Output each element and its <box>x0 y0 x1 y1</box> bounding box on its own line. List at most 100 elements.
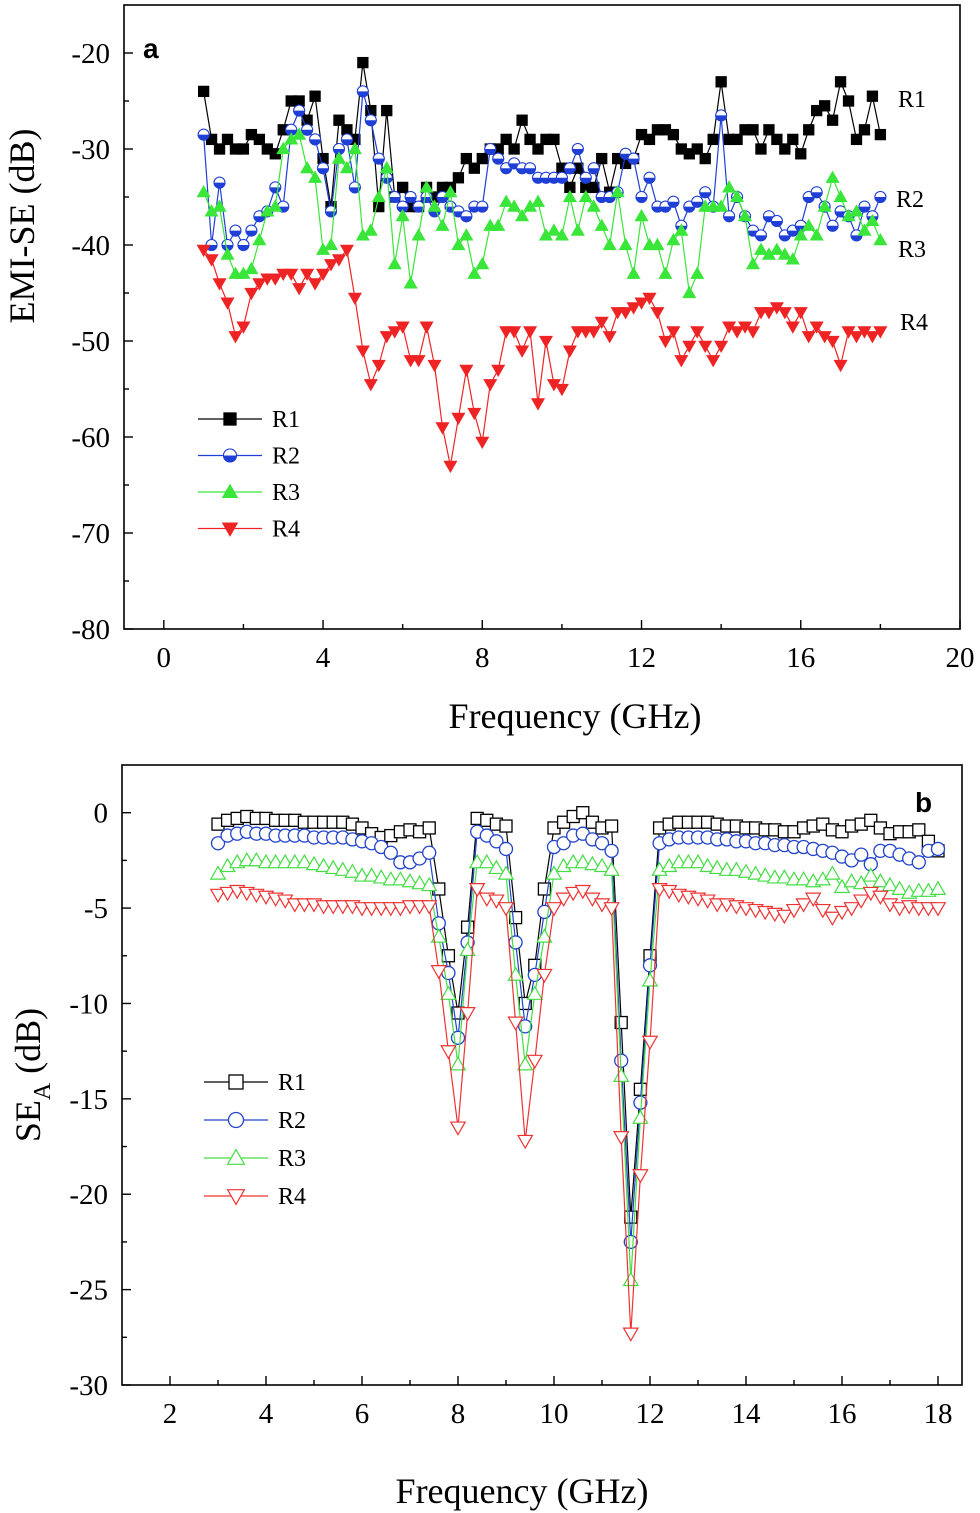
data-point-r3 <box>392 871 409 886</box>
y-tick-label: -20 <box>69 1179 108 1211</box>
data-point-r4 <box>196 244 211 258</box>
data-point-r3 <box>420 876 438 892</box>
data-point-r4 <box>435 422 450 435</box>
data-point-r4 <box>219 886 236 902</box>
data-point-r4 <box>825 335 840 349</box>
data-point-r3 <box>196 184 211 198</box>
data-point-r1 <box>842 95 855 107</box>
data-point-r3 <box>682 285 697 299</box>
y-tick-label: -50 <box>71 326 110 358</box>
data-point-r1 <box>452 172 465 184</box>
data-point-r2 <box>579 171 592 184</box>
data-point-r1 <box>397 181 409 194</box>
legend-label-r4: R4 <box>278 1184 306 1210</box>
data-point-r4 <box>526 1054 544 1070</box>
x-tick-label: 0 <box>157 642 172 674</box>
data-point-r1 <box>588 181 600 194</box>
data-point-r2 <box>571 143 584 155</box>
legend-marker-r1 <box>223 412 237 426</box>
panel-a-legend: R1 R2 R3 R4 <box>198 407 300 543</box>
data-point-r3 <box>852 874 870 890</box>
data-point-r3 <box>411 874 428 890</box>
data-point-r4 <box>497 902 515 917</box>
x-tick-label: 4 <box>316 642 331 674</box>
data-point-r2 <box>623 1234 638 1250</box>
data-point-r3 <box>865 213 880 227</box>
data-point-r1 <box>763 124 775 136</box>
data-point-r4 <box>622 1327 640 1342</box>
data-point-r3 <box>536 928 553 943</box>
data-point-r4 <box>586 326 601 339</box>
data-point-r4 <box>564 886 582 902</box>
data-point-r2 <box>237 239 250 251</box>
series-line-r2 <box>217 830 939 1242</box>
legend-label-r2: R2 <box>272 444 300 470</box>
data-point-r4 <box>618 307 633 320</box>
data-point-r4 <box>891 902 908 917</box>
data-point-r3 <box>363 223 378 236</box>
data-point-r3 <box>626 266 641 279</box>
data-point-r4 <box>507 1016 524 1031</box>
data-point-r4 <box>809 321 824 334</box>
data-point-r2 <box>269 181 282 194</box>
data-point-r3 <box>296 853 313 869</box>
data-point-r2 <box>874 191 887 203</box>
data-point-r4 <box>379 331 394 344</box>
y-tick-label: 0 <box>94 798 109 830</box>
data-point-r2 <box>563 162 576 175</box>
data-point-r4 <box>300 268 315 282</box>
data-point-r2 <box>431 916 446 931</box>
series-r3 <box>209 851 947 1287</box>
data-point-r3 <box>331 151 347 164</box>
panel-a-ticks: 0 4 8 12 16 20 -80 -70 -60 -50 -40 -30 -20 <box>71 38 974 674</box>
data-point-r3 <box>699 857 716 873</box>
data-point-r3 <box>209 865 227 880</box>
data-point-r4 <box>872 890 889 906</box>
x-tick-label: 8 <box>475 642 490 674</box>
data-point-r2 <box>754 229 767 242</box>
data-point-r3 <box>401 872 419 888</box>
data-point-r4 <box>523 326 538 339</box>
data-point-r4 <box>459 364 474 378</box>
series-line-r4 <box>203 248 881 466</box>
data-point-r4 <box>363 379 378 392</box>
data-point-r4 <box>308 278 323 291</box>
x-tick-label: 10 <box>540 1398 569 1430</box>
y-tick-label: -15 <box>69 1084 108 1116</box>
data-point-r3 <box>728 861 745 876</box>
y-tick-label: -20 <box>71 38 110 70</box>
data-point-r3 <box>220 247 235 260</box>
data-point-r3 <box>334 861 352 876</box>
data-point-r2 <box>340 133 353 146</box>
panel-a-label: a <box>143 33 159 64</box>
data-point-r3 <box>891 880 908 896</box>
legend-marker-r1 <box>228 1074 244 1090</box>
data-point-r3 <box>824 865 841 880</box>
y-tick-label: -70 <box>71 518 110 550</box>
data-point-r4 <box>449 1121 467 1136</box>
y-tick-label: -40 <box>71 230 110 262</box>
x-tick-label: 12 <box>636 1398 665 1430</box>
data-point-r4 <box>682 340 697 354</box>
data-point-r4 <box>545 902 563 917</box>
data-point-r4 <box>777 307 792 320</box>
data-point-r2 <box>404 191 417 203</box>
data-point-r2 <box>388 191 401 203</box>
data-point-r3 <box>562 189 577 203</box>
data-point-r4 <box>420 900 438 915</box>
data-point-r1 <box>707 133 719 146</box>
data-point-r4 <box>228 331 243 344</box>
data-point-r1 <box>532 143 544 155</box>
data-point-r4 <box>745 326 761 339</box>
panel-b-chart: 2 4 6 8 10 12 14 16 18 -30 -25 -20 -15 -10 -5 0 b Frequ… <box>8 764 963 1511</box>
data-point-r4 <box>451 412 466 426</box>
series-r3 <box>196 127 888 299</box>
data-point-r3 <box>308 170 323 183</box>
data-point-r1 <box>715 76 727 88</box>
data-point-r4 <box>209 888 227 904</box>
data-point-r2 <box>594 836 610 851</box>
data-point-r4 <box>843 902 860 917</box>
data-point-r3 <box>419 180 434 193</box>
data-point-r3 <box>785 252 800 265</box>
data-point-r1 <box>460 920 475 934</box>
